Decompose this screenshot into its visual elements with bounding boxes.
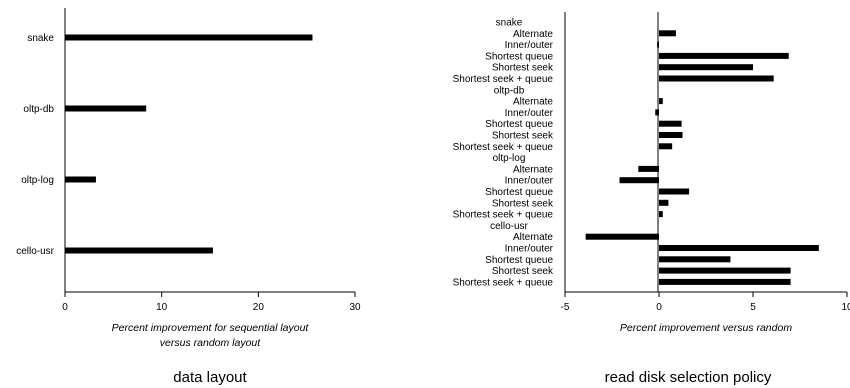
policy-label: Shortest queue: [485, 255, 553, 266]
policy-label: Alternate: [513, 164, 553, 175]
policy-label: Alternate: [513, 29, 553, 40]
x-tick-label: 10: [156, 302, 168, 313]
bar-cello-usr-shortest-seek-queue: [659, 278, 791, 285]
bar-snake-shortest-seek-queue: [659, 75, 774, 82]
bar-snake: [65, 34, 313, 41]
policy-label: Inner/outer: [505, 40, 554, 51]
policy-label: Shortest seek: [492, 131, 554, 142]
policy-label: Inner/outer: [505, 176, 554, 187]
policy-label: Shortest seek: [492, 63, 554, 74]
bar-oltp-db-inner-outer: [655, 109, 659, 116]
x-tick-label: 30: [349, 302, 361, 313]
policy-label: Shortest queue: [485, 119, 553, 130]
bar-snake-alternate: [659, 30, 676, 37]
policy-label: Shortest seek + queue: [453, 142, 554, 153]
group-label: cello-usr: [490, 221, 528, 232]
left-chart-caption: data layout: [173, 369, 247, 386]
bar-cello-usr-shortest-queue: [659, 256, 731, 263]
bar-oltp-log-shortest-seek: [659, 199, 669, 206]
right-chart-caption: read disk selection policy: [605, 369, 772, 386]
policy-label: Alternate: [513, 232, 553, 243]
policy-label: Inner/outer: [505, 108, 554, 119]
policy-label: Shortest seek + queue: [453, 277, 554, 288]
policy-label: Shortest queue: [485, 51, 553, 62]
bar-oltp-db-shortest-seek-queue: [659, 143, 673, 150]
group-label: snake: [496, 18, 523, 29]
policy-label: Alternate: [513, 97, 553, 108]
data-layout-chart: snake oltp-db oltp-log cello-usr 0 10 20 30 Pe…: [16, 8, 361, 386]
bar-cello-usr-alternate: [585, 233, 659, 240]
category-label: oltp-db: [23, 104, 54, 115]
left-x-axis-title-line1: Percent improvement for sequential layou…: [112, 322, 310, 334]
bar-snake-shortest-seek: [659, 64, 753, 71]
policy-label: Shortest seek: [492, 198, 554, 209]
category-label: oltp-log: [21, 175, 54, 186]
x-tick-label: 10: [841, 302, 850, 313]
group-label: oltp-db: [494, 85, 525, 96]
left-x-axis-title-line2: versus random layout: [160, 337, 261, 349]
bar-oltp-db-shortest-queue: [659, 120, 682, 127]
policy-label: Shortest queue: [485, 187, 553, 198]
bar-oltp-log-alternate: [638, 165, 659, 172]
bar-snake-shortest-queue: [659, 52, 789, 59]
x-tick-label: 5: [750, 302, 756, 313]
bar-cello-usr-shortest-seek: [659, 267, 791, 274]
bar-oltp-db-alternate: [659, 98, 663, 105]
policy-label: Inner/outer: [505, 244, 554, 255]
bar-cello-usr: [65, 247, 213, 254]
category-label: cello-usr: [16, 246, 54, 257]
right-x-axis-title: Percent improvement versus random: [620, 322, 792, 334]
group-label: oltp-log: [493, 153, 526, 164]
bar-oltp-log-inner-outer: [619, 177, 659, 184]
policy-label: Shortest seek + queue: [453, 210, 554, 221]
bar-oltp-log-shortest-seek-queue: [659, 211, 663, 218]
bar-oltp-log: [65, 176, 96, 183]
x-tick-label: -5: [561, 302, 570, 313]
bar-oltp-log-shortest-queue: [659, 188, 690, 195]
x-tick-label: 0: [62, 302, 68, 313]
bar-oltp-db: [65, 105, 147, 112]
x-tick-label: 20: [253, 302, 265, 313]
policy-label: Shortest seek: [492, 266, 554, 277]
bar-cello-usr-inner-outer: [659, 245, 819, 251]
category-label: snake: [27, 33, 54, 44]
x-tick-label: 0: [656, 302, 662, 313]
bar-snake-inner-outer: [657, 41, 659, 48]
policy-label: Shortest seek + queue: [453, 74, 554, 85]
bar-oltp-db-shortest-seek: [659, 132, 683, 138]
